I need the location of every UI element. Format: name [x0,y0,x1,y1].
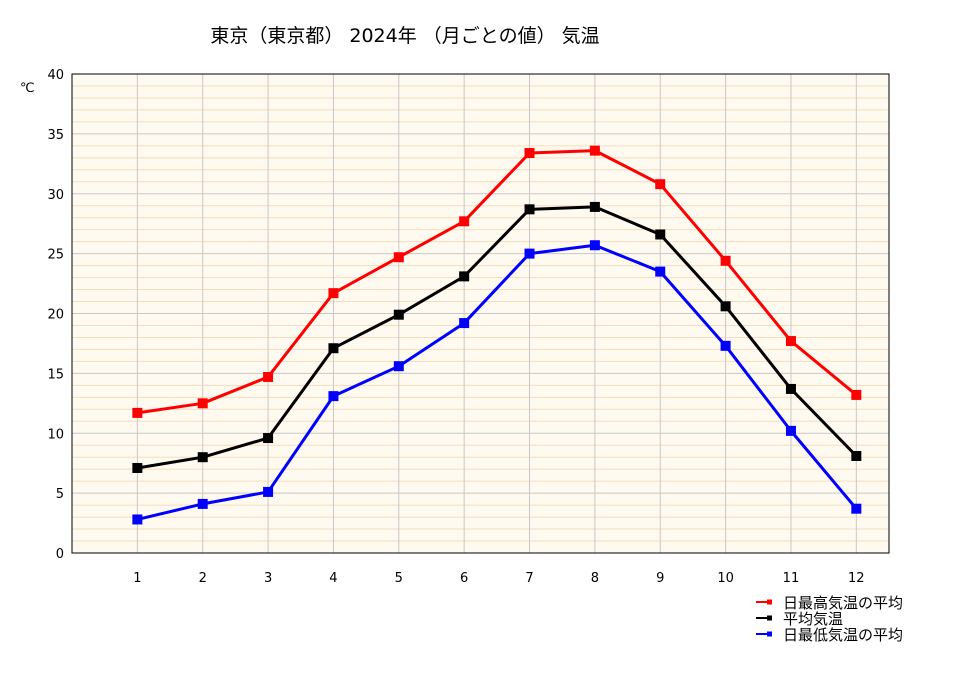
legend-item: 日最高気温の平均 [756,594,903,612]
data-point [655,266,666,277]
x-tick-label: 5 [395,571,403,586]
data-point [393,361,404,372]
x-tick-label: 9 [656,571,664,586]
plot-frame [71,73,890,554]
data-point [524,204,535,215]
data-point [720,255,731,266]
x-tick-label: 8 [591,571,599,586]
legend-marker [767,631,772,637]
data-point [263,371,274,382]
data-point [785,425,796,436]
legend-item: 日最低気温の平均 [756,626,903,644]
x-tick-label: 11 [783,571,800,586]
series-1 [132,145,862,418]
x-tick-label: 10 [717,571,734,586]
data-point [459,271,470,282]
data-point [263,486,274,497]
series-group [132,145,862,525]
data-point [655,229,666,240]
data-point [720,301,731,312]
series-line [137,243,858,521]
data-point [197,452,208,463]
x-tick-label: 2 [199,571,207,586]
y-tick-label: 10 [47,427,64,442]
data-point [459,216,470,227]
y-axis-ticks: 0 5 10 15 20 25 30 35 40 [47,68,64,562]
data-point [851,389,862,400]
data-point [785,336,796,347]
data-point [393,252,404,263]
legend-item: 平均気温 [756,610,843,628]
legend-label: 日最低気温の平均 [783,626,903,644]
x-tick-label: 7 [525,571,533,586]
x-axis-ticks: 1 2 3 4 5 6 7 8 9 10 11 12 [133,571,864,586]
data-point [132,514,143,525]
chart-title: 東京（東京都） 2024年 （月ごとの値） 気温 [210,25,599,47]
y-tick-label: 30 [47,188,64,203]
data-point [785,383,796,394]
legend-marker [767,599,772,605]
data-point [197,398,208,409]
x-tick-label: 3 [264,571,272,586]
x-tick-label: 1 [133,571,141,586]
y-tick-label: 5 [56,487,64,502]
data-point [655,179,666,190]
data-point [524,148,535,159]
y-tick-label: 20 [47,308,64,323]
data-point [459,318,470,329]
data-point [589,145,600,156]
series-line [137,205,858,470]
data-point [197,498,208,509]
legend-label: 日最高気温の平均 [783,594,903,612]
data-point [132,407,143,418]
data-point [589,240,600,251]
data-point [589,201,600,212]
data-point [524,248,535,259]
y-tick-label: 40 [47,68,64,83]
series-3 [132,240,862,525]
data-point [132,462,143,473]
gridlines [72,73,889,554]
y-tick-label: 25 [47,248,64,263]
series-2 [132,201,862,473]
y-tick-label: 0 [56,547,64,562]
data-point [263,433,274,444]
legend-marker [767,615,772,621]
y-tick-label: 35 [47,128,64,143]
x-tick-label: 12 [848,571,865,586]
y-tick-label: 15 [47,367,64,382]
data-point [720,340,731,351]
data-point [851,503,862,514]
data-point [393,309,404,320]
x-tick-label: 6 [460,571,468,586]
data-point [328,288,339,299]
x-tick-label: 4 [329,571,337,586]
series-line [137,149,858,415]
data-point [328,391,339,402]
data-point [328,343,339,354]
y-axis-unit: ℃ [20,81,35,96]
legend-label: 平均気温 [783,610,843,628]
data-point [851,451,862,462]
